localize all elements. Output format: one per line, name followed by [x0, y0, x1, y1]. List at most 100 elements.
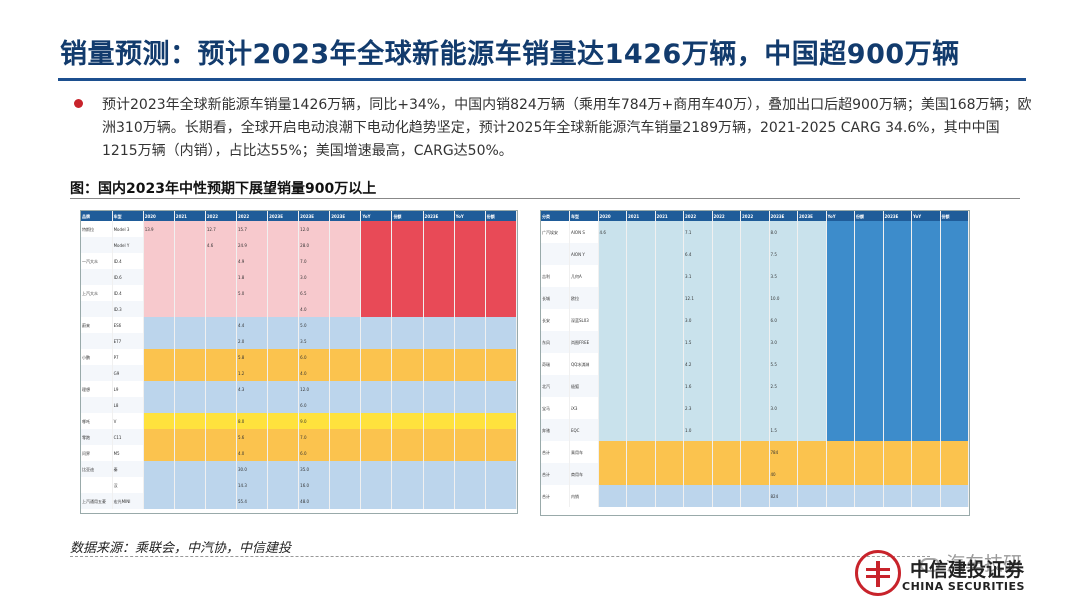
left-table-cell: 哪吒	[81, 413, 113, 429]
right-table-cell	[712, 441, 741, 463]
left-table-header-cell: YoY	[454, 211, 486, 221]
right-table-header-cell: 分类	[541, 211, 570, 221]
right-table-cell	[940, 287, 969, 309]
left-table-cell: 2.0	[236, 333, 269, 349]
left-table-cell	[236, 301, 269, 317]
left-table-cell	[174, 365, 206, 381]
left-table-cell	[454, 429, 486, 445]
page-title: 销量预测：预计2023年全球新能源车销量达1426万辆，中国超900万辆	[60, 39, 960, 70]
left-table-cell	[143, 381, 175, 397]
right-table-cell	[940, 441, 969, 463]
right-table-cell	[541, 243, 570, 265]
right-table-cell: 4.6	[598, 221, 627, 243]
right-table-row: 合计 内销 824	[541, 485, 969, 507]
left-table-cell	[205, 445, 237, 461]
right-table-cell	[883, 331, 912, 353]
right-table-cell	[655, 221, 684, 243]
right-table-cell	[911, 221, 941, 243]
left-table-header-cell: 2023E	[267, 211, 300, 221]
right-table-cell	[626, 309, 656, 331]
left-table-cell	[143, 285, 175, 301]
right-table-cell	[854, 287, 884, 309]
left-table-cell	[329, 381, 362, 397]
right-table-cell	[655, 353, 684, 375]
left-table-cell	[360, 333, 393, 349]
right-table-cell: 8.0	[769, 221, 798, 243]
right-table-cell: 1.5	[683, 331, 713, 353]
right-table-cell	[797, 331, 827, 353]
left-table-cell	[485, 381, 517, 397]
left-table-cell: 汉	[112, 477, 144, 493]
right-table-cell	[854, 397, 884, 419]
left-table-cell	[391, 461, 424, 477]
left-table-cell	[174, 397, 206, 413]
left-table-cell	[454, 285, 486, 301]
left-table-cell	[423, 365, 455, 381]
right-table-cell: AION Y	[569, 243, 599, 265]
right-table-cell	[598, 287, 627, 309]
left-table-cell	[205, 429, 237, 445]
left-table-cell	[143, 365, 175, 381]
right-table-cell	[655, 309, 684, 331]
left-table-cell	[329, 237, 362, 253]
left-table-header-cell: 份额	[391, 211, 424, 221]
left-table-cell	[391, 493, 424, 509]
left-table-cell: 零跑	[81, 429, 113, 445]
left-table-cell: V	[112, 413, 144, 429]
left-table-cell: Model 3	[112, 221, 144, 237]
right-table-cell	[655, 463, 684, 485]
left-table-cell	[391, 333, 424, 349]
right-table-row: 宝马 iX3 2.3 3.0	[541, 397, 969, 419]
left-table-cell: ID.4	[112, 253, 144, 269]
left-table-cell: 问界	[81, 445, 113, 461]
left-table-cell	[174, 237, 206, 253]
right-table-cell: 吉利	[541, 265, 570, 287]
left-table-cell	[485, 493, 517, 509]
right-table-row: 吉利 几何A 3.1 3.5	[541, 265, 969, 287]
right-table-cell: 奔驰	[541, 419, 570, 441]
left-table-cell: 1.2	[236, 365, 269, 381]
right-table-cell	[740, 419, 770, 441]
left-table-cell	[423, 253, 455, 269]
right-table-row: 合计 商用车 40	[541, 463, 969, 485]
right-table-cell	[683, 485, 713, 507]
right-table-header-cell: 2020	[598, 211, 627, 221]
right-table-cell	[655, 485, 684, 507]
left-table-cell	[267, 445, 300, 461]
right-table-cell: iX3	[569, 397, 599, 419]
left-table-cell	[329, 445, 362, 461]
right-table-row: AION Y 6.4 7.5	[541, 243, 969, 265]
left-table-cell	[205, 365, 237, 381]
right-table-cell	[826, 265, 855, 287]
left-table-cell	[454, 381, 486, 397]
left-table-cell	[81, 477, 113, 493]
logo-english-name: CHINA SECURITIES	[902, 580, 1025, 593]
right-table-cell: 岚图FREE	[569, 331, 599, 353]
left-table-row: L8 6.0	[81, 397, 517, 413]
right-table-cell	[655, 265, 684, 287]
right-table-cell	[655, 287, 684, 309]
right-table-cell	[598, 243, 627, 265]
left-table-cell: ES6	[112, 317, 144, 333]
left-table-cell	[485, 269, 517, 285]
left-table-cell	[267, 301, 300, 317]
left-table-row: ID.3 4.0	[81, 301, 517, 317]
right-table-cell	[883, 265, 912, 287]
left-table-cell	[205, 397, 237, 413]
left-table-cell	[485, 349, 517, 365]
right-table-cell	[940, 221, 969, 243]
left-table-cell	[329, 285, 362, 301]
right-table-cell	[740, 221, 770, 243]
left-table-cell	[423, 413, 455, 429]
left-table-cell	[360, 413, 393, 429]
right-table-row: 合计 乘用车 784	[541, 441, 969, 463]
left-table-header-cell: 品牌	[81, 211, 113, 221]
right-table-cell: 40	[769, 463, 798, 485]
right-table-cell: 3.0	[769, 397, 798, 419]
left-table-cell	[454, 461, 486, 477]
left-table-header-cell: 车型	[112, 211, 144, 221]
right-table-header-cell: YoY	[826, 211, 855, 221]
right-table-cell	[854, 463, 884, 485]
left-table-cell	[360, 349, 393, 365]
left-table-cell	[391, 477, 424, 493]
